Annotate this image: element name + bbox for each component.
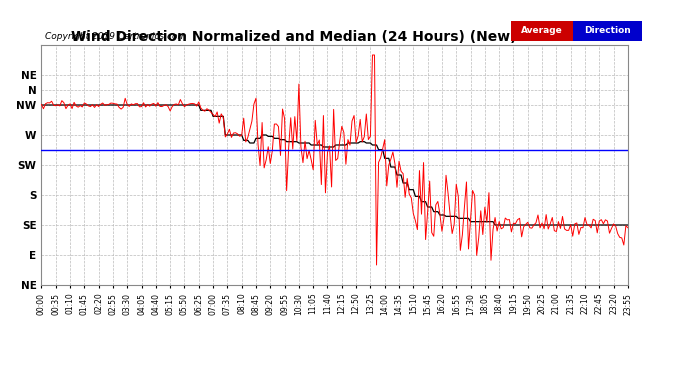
Text: Copyright 2019 Cartronics.com: Copyright 2019 Cartronics.com xyxy=(45,32,186,41)
Title: Wind Direction Normalized and Median (24 Hours) (New) 20190219: Wind Direction Normalized and Median (24… xyxy=(70,30,599,44)
Text: Direction: Direction xyxy=(584,26,631,36)
Text: Average: Average xyxy=(521,26,562,36)
